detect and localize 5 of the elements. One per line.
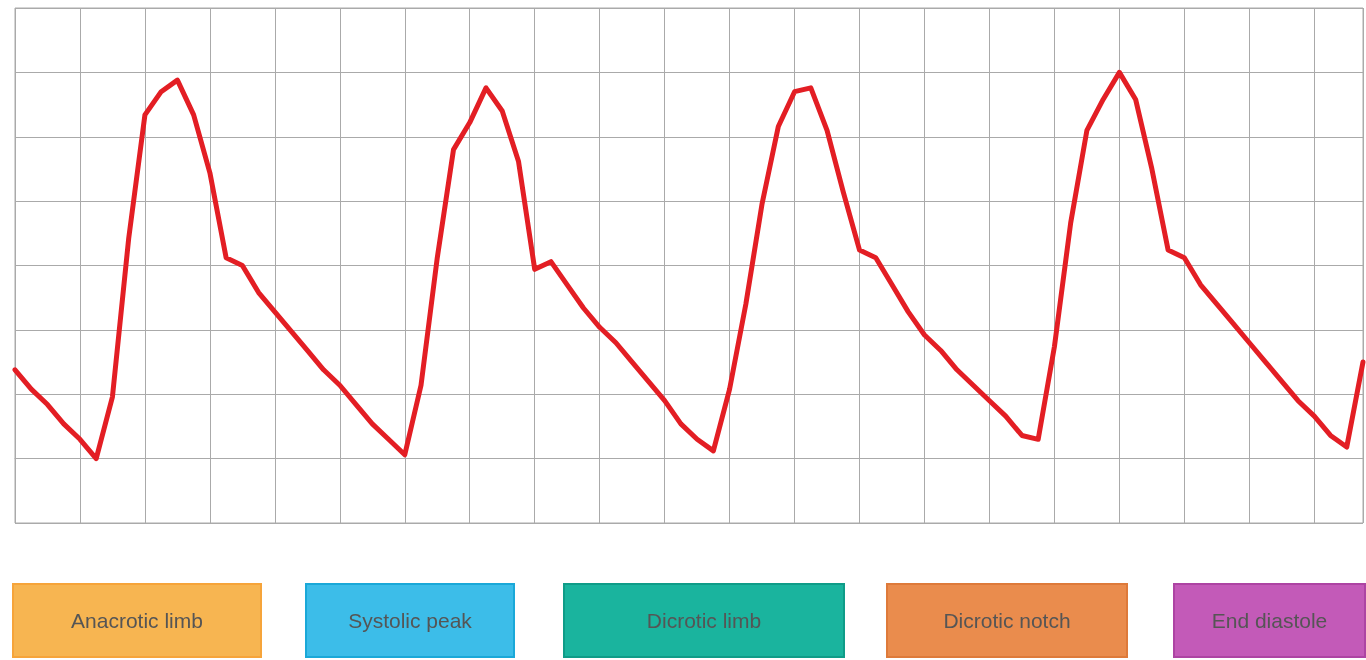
text: Dicrotic limb [563, 583, 845, 658]
text: Anacrotic limb [12, 583, 262, 658]
text: End diastole [1173, 583, 1366, 658]
text: Systolic peak [305, 583, 515, 658]
text: Dicrotic notch [886, 583, 1128, 658]
